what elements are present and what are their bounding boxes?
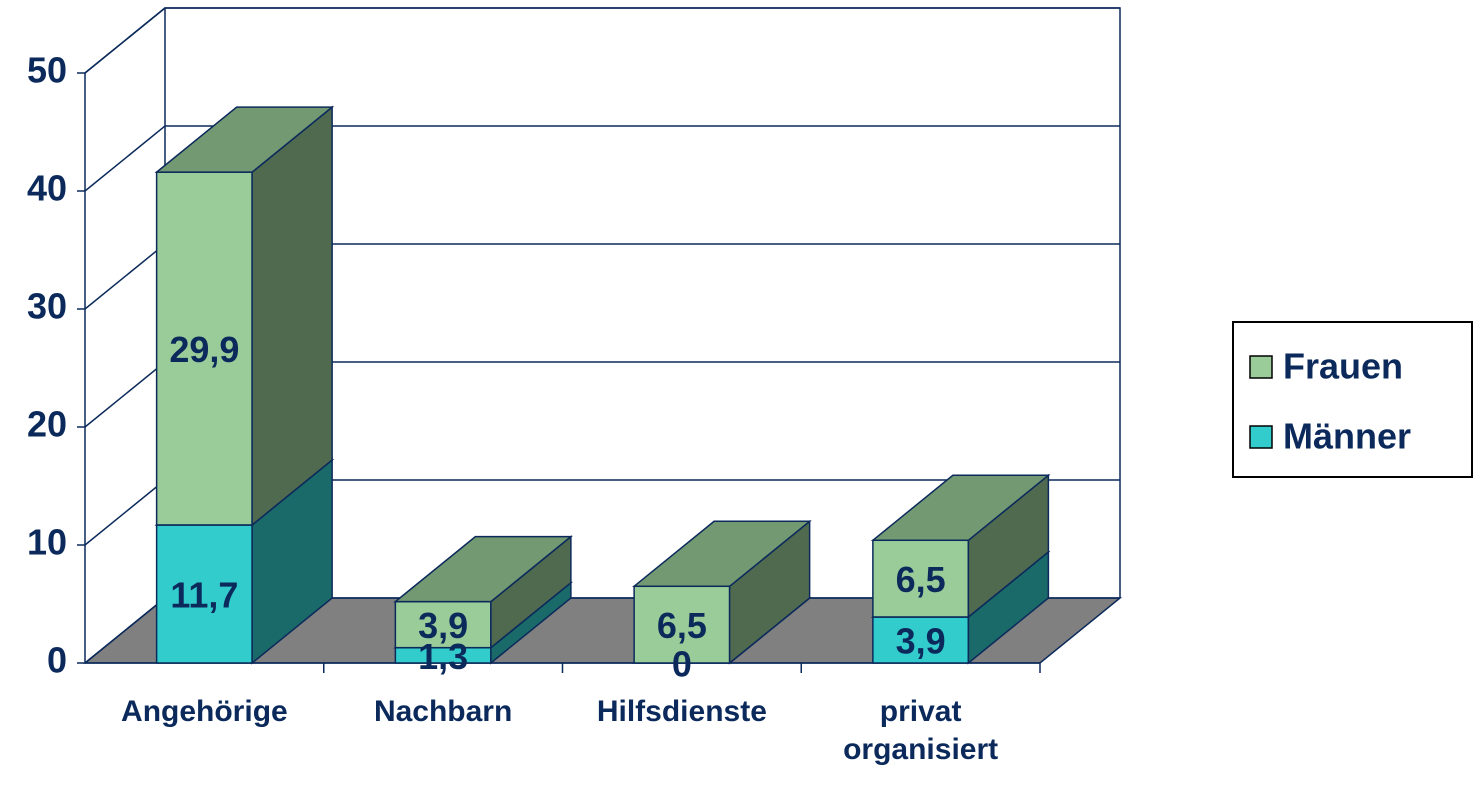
legend-swatch (1249, 425, 1273, 449)
legend-label: Frauen (1283, 346, 1403, 387)
bar-segment (872, 539, 970, 618)
data-label: 6,5 (657, 605, 707, 646)
side-grid-line (84, 479, 166, 546)
side-grid-line (84, 243, 166, 310)
x-tick-label: Hilfsdienste (596, 695, 767, 728)
bar-segment (155, 524, 253, 664)
y-tick-label: 30 (27, 286, 67, 327)
legend-box (1232, 321, 1473, 478)
side-grid-line (84, 597, 166, 664)
y-tick-label: 40 (27, 168, 67, 209)
bar-top (870, 474, 1051, 542)
x-tick-label: Angehörige (121, 695, 288, 728)
x-tick-label: privat organisiert (843, 695, 999, 766)
data-label: 1,3 (418, 636, 468, 677)
data-label: 0 (672, 644, 692, 685)
x-tick-label: Nachbarn (373, 695, 513, 728)
data-label: 3,9 (896, 621, 946, 662)
y-tick-label: 50 (27, 50, 67, 91)
data-label: 3,9 (418, 605, 468, 646)
side-grid-line (84, 361, 166, 428)
data-label: 29,9 (169, 329, 239, 370)
bar-top (154, 106, 335, 173)
bar-top (632, 520, 812, 588)
side-grid-line (84, 125, 166, 192)
y-tick-label: 0 (47, 640, 67, 681)
y-tick-label: 10 (27, 522, 67, 563)
legend-label: Männer (1283, 416, 1411, 457)
data-label: 11,7 (170, 574, 238, 615)
y-tick-label: 20 (27, 404, 67, 445)
bar-top (393, 535, 573, 603)
bar-side (251, 105, 333, 527)
side-grid-line (84, 7, 166, 74)
data-label: 6,5 (896, 559, 946, 600)
legend-swatch (1249, 355, 1273, 379)
